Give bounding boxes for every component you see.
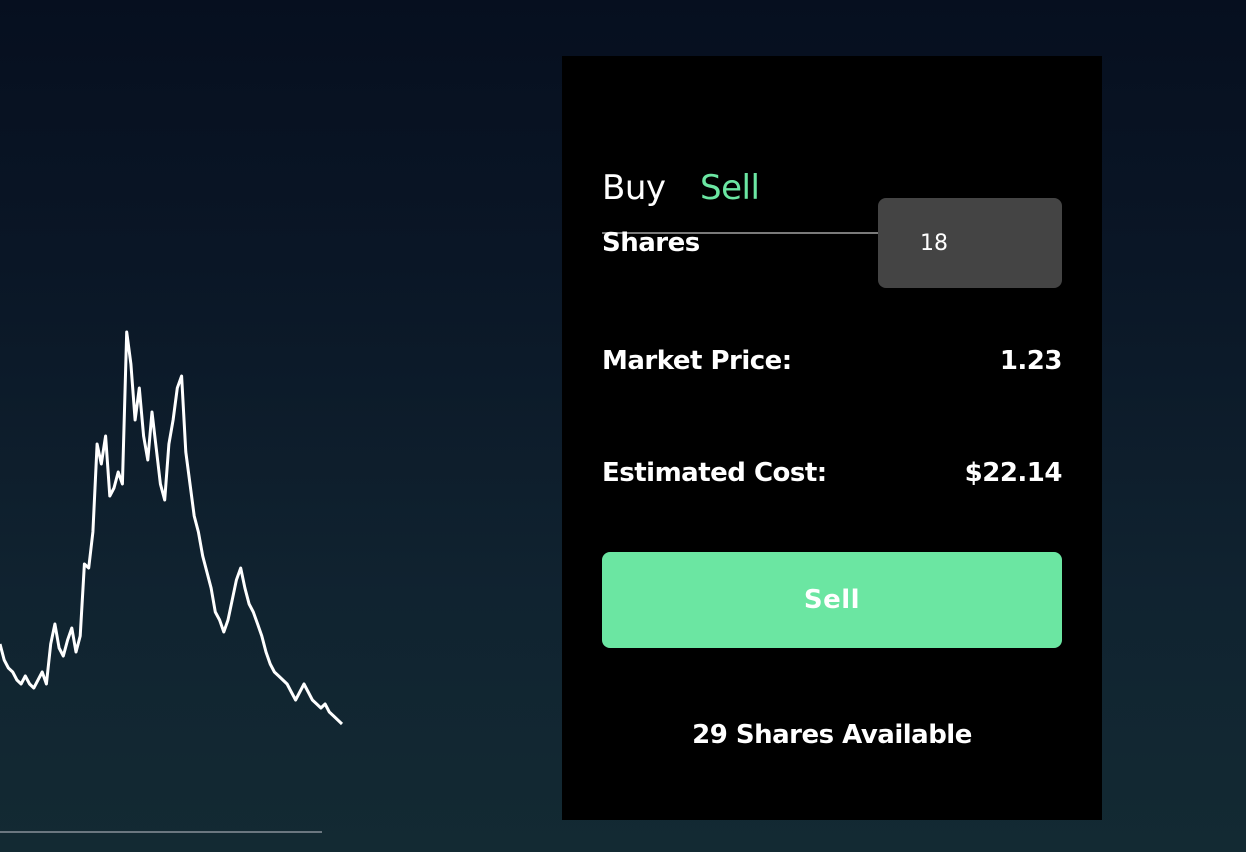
tab-buy[interactable]: Buy: [602, 168, 666, 208]
estimated-cost-label: Estimated Cost:: [602, 458, 827, 488]
shares-row: Shares: [602, 198, 1062, 288]
trade-tabs: Buy Sell: [602, 112, 1062, 234]
estimated-cost-row: Estimated Cost: $22.14: [602, 448, 1063, 498]
price-series-line: [0, 330, 344, 726]
chart-baseline: [0, 831, 322, 833]
trade-panel: Buy Sell Shares Market Price: 1.23 Estim…: [562, 56, 1102, 820]
shares-input[interactable]: [878, 198, 1062, 288]
shares-label: Shares: [602, 228, 700, 258]
sell-button[interactable]: Sell: [602, 552, 1062, 648]
market-price-label: Market Price:: [602, 346, 792, 376]
price-chart-svg: [0, 330, 344, 726]
price-chart: [0, 300, 360, 760]
shares-available: 29 Shares Available: [692, 720, 972, 750]
tab-sell[interactable]: Sell: [700, 168, 760, 208]
market-price-row: Market Price: 1.23: [602, 336, 1063, 386]
estimated-cost-value: $22.14: [964, 458, 1063, 488]
market-price-value: 1.23: [999, 346, 1063, 376]
